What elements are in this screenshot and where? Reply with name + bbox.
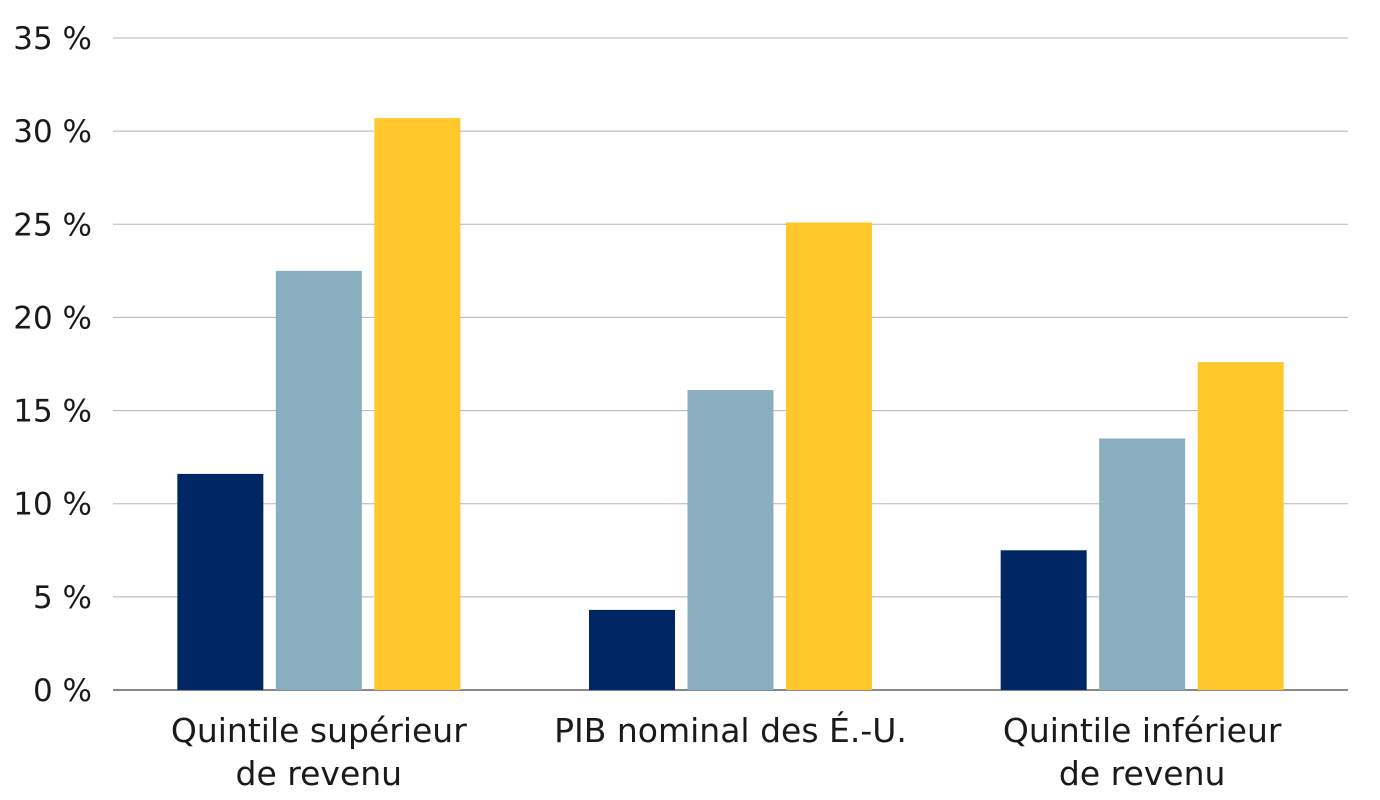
y-tick-label: 25 % <box>13 207 92 243</box>
y-tick-label: 15 % <box>13 394 92 430</box>
y-tick-label: 5 % <box>33 580 92 616</box>
x-category-label: de revenu <box>1059 754 1226 793</box>
bar <box>1000 550 1087 690</box>
bar <box>786 222 872 690</box>
bar <box>1197 362 1284 690</box>
bar <box>275 270 362 690</box>
bar <box>374 118 461 691</box>
y-tick-label: 30 % <box>13 114 92 150</box>
bar <box>589 609 675 690</box>
x-category-label: Quintile supérieur <box>171 711 467 750</box>
x-category-label: Quintile inférieur <box>1003 711 1282 750</box>
y-tick-label: 20 % <box>13 300 92 336</box>
bar <box>687 390 774 690</box>
y-tick-label: 10 % <box>13 487 92 523</box>
bar <box>1099 438 1186 690</box>
y-tick-label: 0 % <box>33 673 92 709</box>
x-category-label: de revenu <box>236 754 403 793</box>
bar <box>177 473 264 690</box>
x-category-label: PIB nominal des É.-U. <box>554 710 907 750</box>
y-tick-label: 35 % <box>13 21 92 57</box>
